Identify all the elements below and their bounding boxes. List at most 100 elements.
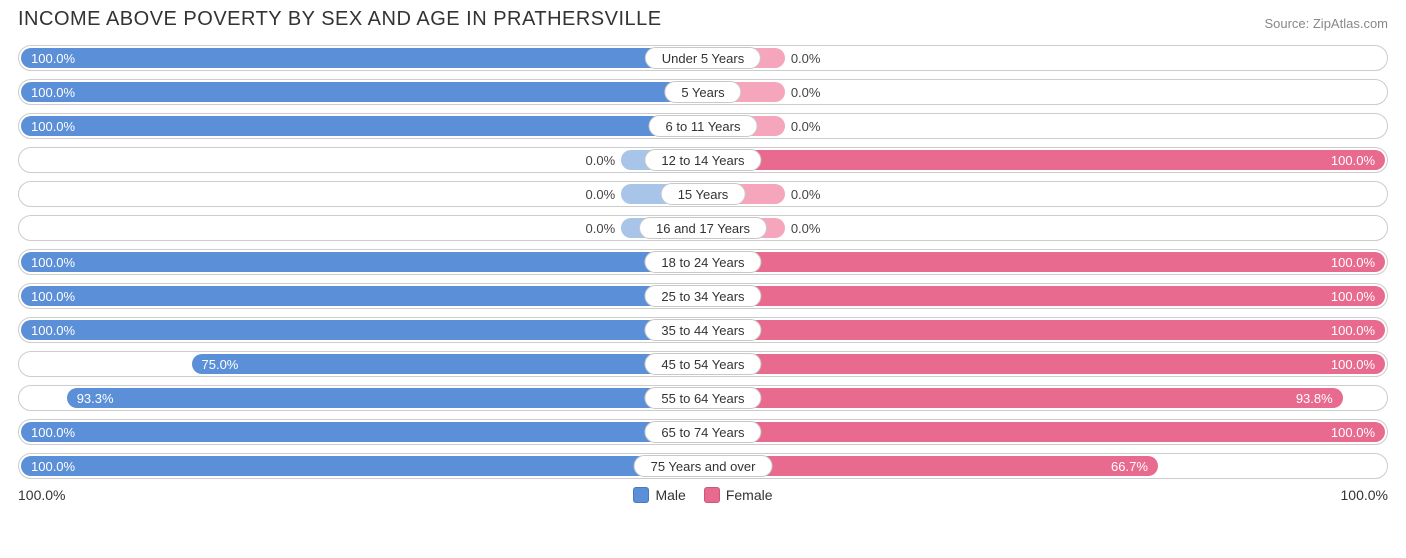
axis-left-label: 100.0%: [18, 487, 65, 503]
female-half: 0.0%: [703, 218, 1385, 238]
age-label-pill: 65 to 74 Years: [644, 421, 761, 443]
male-half: 100.0%: [21, 320, 703, 340]
female-value-label: 0.0%: [791, 116, 821, 136]
male-half: 100.0%: [21, 116, 703, 136]
male-half: 93.3%: [21, 388, 703, 408]
male-bar: 100.0%: [21, 456, 703, 476]
male-half: 100.0%: [21, 422, 703, 442]
female-value-label: 100.0%: [1331, 255, 1375, 270]
female-value-label: 0.0%: [791, 218, 821, 238]
male-bar: 100.0%: [21, 320, 703, 340]
legend-male-label: Male: [655, 487, 685, 503]
female-half: 100.0%: [703, 320, 1385, 340]
male-bar: 100.0%: [21, 286, 703, 306]
age-label-pill: 25 to 34 Years: [644, 285, 761, 307]
chart-legend: Male Female: [633, 487, 772, 503]
age-label-pill: 35 to 44 Years: [644, 319, 761, 341]
age-label-pill: 16 and 17 Years: [639, 217, 767, 239]
male-half: 100.0%: [21, 456, 703, 476]
female-value-label: 100.0%: [1331, 289, 1375, 304]
male-value-label: 0.0%: [586, 218, 616, 238]
male-bar: 100.0%: [21, 422, 703, 442]
male-value-label: 0.0%: [586, 184, 616, 204]
male-value-label: 93.3%: [77, 391, 114, 406]
male-value-label: 0.0%: [586, 150, 616, 170]
male-value-label: 100.0%: [31, 459, 75, 474]
chart-row: 0.0% 0.0% 16 and 17 Years: [18, 215, 1388, 241]
female-half: 93.8%: [703, 388, 1385, 408]
female-half: 0.0%: [703, 184, 1385, 204]
chart-row: 100.0% 0.0% 5 Years: [18, 79, 1388, 105]
female-half: 100.0%: [703, 252, 1385, 272]
male-bar: 100.0%: [21, 82, 703, 102]
male-half: 100.0%: [21, 252, 703, 272]
legend-female-swatch: [704, 487, 720, 503]
male-half: 75.0%: [21, 354, 703, 374]
male-value-label: 100.0%: [31, 51, 75, 66]
male-value-label: 100.0%: [31, 323, 75, 338]
chart-row: 100.0% 100.0% 65 to 74 Years: [18, 419, 1388, 445]
chart-row: 0.0% 0.0% 15 Years: [18, 181, 1388, 207]
chart-row: 93.3% 93.8% 55 to 64 Years: [18, 385, 1388, 411]
male-bar: 75.0%: [192, 354, 704, 374]
female-bar: 100.0%: [703, 422, 1385, 442]
axis-right-label: 100.0%: [1341, 487, 1388, 503]
female-bar: 100.0%: [703, 286, 1385, 306]
age-label-pill: 12 to 14 Years: [644, 149, 761, 171]
female-half: 100.0%: [703, 150, 1385, 170]
chart-source: Source: ZipAtlas.com: [1264, 16, 1388, 31]
male-half: 100.0%: [21, 286, 703, 306]
age-label-pill: 5 Years: [664, 81, 741, 103]
chart-row: 100.0% 100.0% 25 to 34 Years: [18, 283, 1388, 309]
female-value-label: 66.7%: [1111, 459, 1148, 474]
female-value-label: 100.0%: [1331, 357, 1375, 372]
chart-row: 0.0% 100.0% 12 to 14 Years: [18, 147, 1388, 173]
female-half: 66.7%: [703, 456, 1385, 476]
male-half: 100.0%: [21, 82, 703, 102]
male-value-label: 100.0%: [31, 255, 75, 270]
chart-rows: 100.0%0.0%Under 5 Years100.0%0.0%5 Years…: [18, 45, 1388, 479]
male-value-label: 100.0%: [31, 425, 75, 440]
female-value-label: 100.0%: [1331, 153, 1375, 168]
male-bar: 93.3%: [67, 388, 703, 408]
male-value-label: 100.0%: [31, 289, 75, 304]
chart-footer: 100.0% Male Female 100.0%: [18, 487, 1388, 503]
male-half: 0.0%: [21, 218, 703, 238]
age-label-pill: 55 to 64 Years: [644, 387, 761, 409]
female-half: 100.0%: [703, 422, 1385, 442]
female-value-label: 0.0%: [791, 184, 821, 204]
female-value-label: 0.0%: [791, 82, 821, 102]
chart-title: INCOME ABOVE POVERTY BY SEX AND AGE IN P…: [18, 8, 662, 31]
female-half: 100.0%: [703, 286, 1385, 306]
female-bar: 100.0%: [703, 354, 1385, 374]
female-bar: 100.0%: [703, 252, 1385, 272]
female-half: 0.0%: [703, 48, 1385, 68]
male-bar: 100.0%: [21, 116, 703, 136]
chart-row: 100.0%0.0%Under 5 Years: [18, 45, 1388, 71]
female-half: 100.0%: [703, 354, 1385, 374]
legend-male-swatch: [633, 487, 649, 503]
chart-row: 100.0%66.7%75 Years and over: [18, 453, 1388, 479]
age-label-pill: 45 to 54 Years: [644, 353, 761, 375]
female-half: 0.0%: [703, 82, 1385, 102]
chart-row: 100.0% 100.0% 35 to 44 Years: [18, 317, 1388, 343]
age-label-pill: 15 Years: [661, 183, 746, 205]
female-value-label: 100.0%: [1331, 425, 1375, 440]
chart-row: 100.0%0.0%6 to 11 Years: [18, 113, 1388, 139]
chart-header: INCOME ABOVE POVERTY BY SEX AND AGE IN P…: [18, 8, 1388, 31]
female-value-label: 93.8%: [1296, 391, 1333, 406]
female-value-label: 100.0%: [1331, 323, 1375, 338]
male-half: 0.0%: [21, 150, 703, 170]
chart-row: 75.0% 100.0% 45 to 54 Years: [18, 351, 1388, 377]
female-bar: 100.0%: [703, 320, 1385, 340]
male-value-label: 100.0%: [31, 119, 75, 134]
male-half: 100.0%: [21, 48, 703, 68]
poverty-by-sex-age-chart: INCOME ABOVE POVERTY BY SEX AND AGE IN P…: [0, 0, 1406, 513]
male-value-label: 100.0%: [31, 85, 75, 100]
female-half: 0.0%: [703, 116, 1385, 136]
female-bar: 100.0%: [703, 150, 1385, 170]
male-bar: 100.0%: [21, 252, 703, 272]
female-value-label: 0.0%: [791, 48, 821, 68]
legend-female: Female: [704, 487, 773, 503]
male-value-label: 75.0%: [202, 357, 239, 372]
